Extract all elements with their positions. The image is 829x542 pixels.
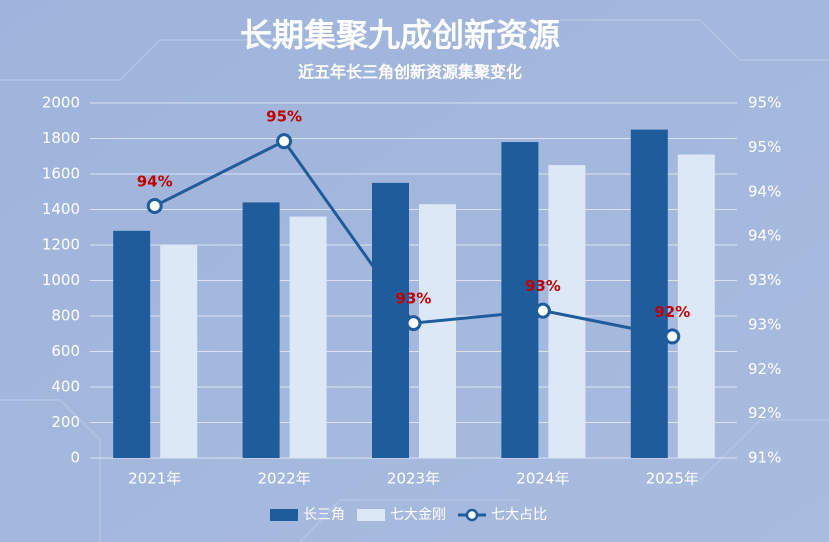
y-tick-label: 800	[51, 307, 80, 325]
y-tick-label: 400	[51, 378, 80, 396]
chart-subtitle: 近五年长三角创新资源集聚变化	[298, 63, 522, 82]
line-point	[534, 302, 551, 319]
x-tick-label: 2025年	[646, 470, 699, 488]
y-tick-label: 200	[51, 413, 80, 431]
y2-tick-label: 94%	[748, 182, 781, 200]
y-tick-label: 600	[51, 342, 80, 360]
bar	[372, 182, 409, 458]
line-point	[276, 133, 293, 150]
y-tick-label: 1600	[42, 165, 80, 183]
y-tick-label: 1000	[42, 271, 80, 289]
legend-label: 七大占比	[491, 507, 547, 523]
legend-label: 长三角	[303, 507, 345, 523]
data-label: 93%	[525, 277, 561, 295]
bar	[630, 129, 668, 458]
chart-title: 长期集聚九成创新资源	[240, 16, 560, 54]
y-tick-label: 1400	[42, 200, 80, 218]
line-point	[664, 328, 681, 345]
y2-tick-label: 94%	[748, 227, 781, 245]
y2-tick-label: 91%	[748, 449, 781, 467]
legend-label: 七大金刚	[390, 507, 446, 523]
legend-marker	[465, 508, 479, 522]
y2-tick-label: 95%	[748, 138, 781, 156]
y-tick-label: 0	[70, 449, 80, 467]
y2-tick-label: 92%	[748, 360, 781, 378]
y2-tick-label: 92%	[748, 404, 781, 422]
x-tick-label: 2021年	[128, 470, 181, 488]
bar	[419, 204, 456, 458]
y-tick-label: 2000	[42, 94, 80, 112]
y2-tick-label: 93%	[748, 315, 781, 333]
bar	[160, 245, 198, 458]
x-tick-label: 2024年	[516, 470, 569, 488]
y2-tick-label: 95%	[748, 94, 781, 112]
bar	[289, 216, 327, 458]
bar	[113, 230, 151, 458]
legend-swatch	[270, 509, 298, 521]
line-point	[405, 315, 422, 332]
data-label: 92%	[654, 303, 690, 321]
x-tick-label: 2023年	[387, 470, 440, 488]
y-tick-label: 1800	[42, 129, 80, 147]
y-tick-label: 1200	[42, 236, 80, 254]
bar	[501, 142, 539, 459]
legend-swatch	[357, 509, 385, 521]
bar	[242, 202, 280, 458]
bar	[677, 154, 715, 458]
data-label: 95%	[266, 108, 302, 126]
line-point	[146, 197, 163, 214]
data-label: 94%	[137, 172, 173, 190]
circuit-decoration	[0, 19, 829, 542]
x-tick-label: 2022年	[258, 470, 311, 488]
y2-tick-label: 93%	[748, 271, 781, 289]
data-label: 93%	[396, 290, 432, 308]
